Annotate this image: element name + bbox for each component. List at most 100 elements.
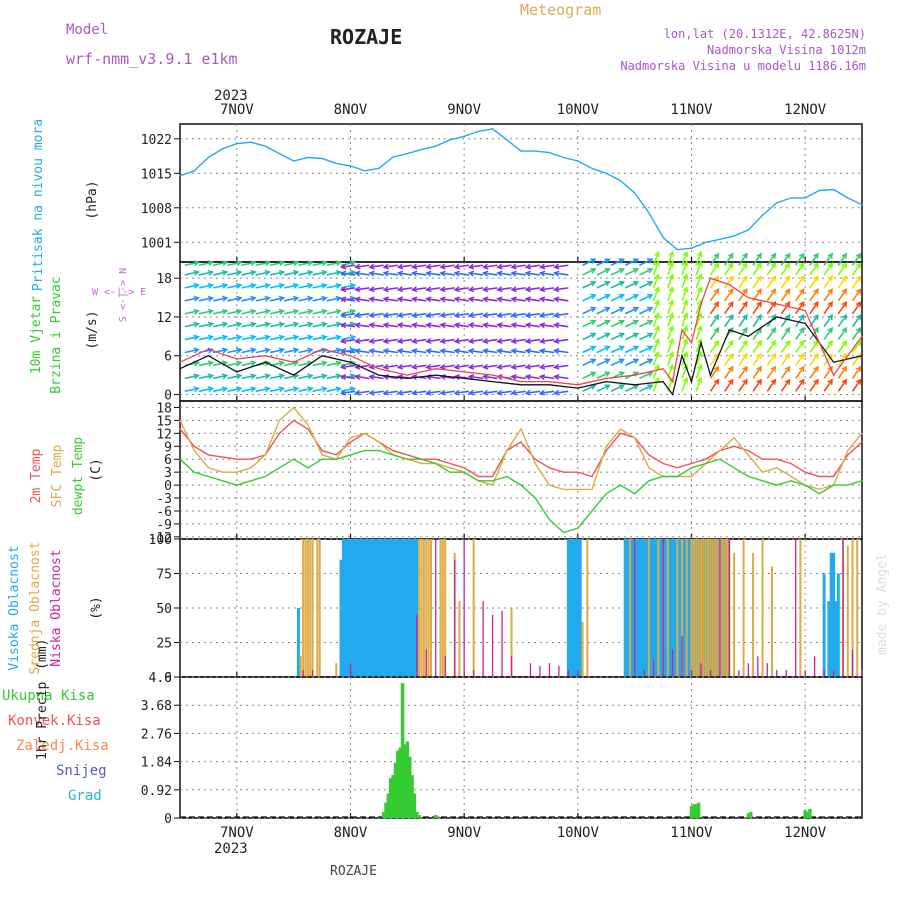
wind-arrowhead <box>368 263 375 270</box>
data-point <box>378 449 380 452</box>
wind-arrow <box>738 263 748 276</box>
wind-arrowhead <box>855 365 862 372</box>
data-point <box>690 381 693 383</box>
wind-arrowhead <box>742 339 748 347</box>
wind-arrow <box>184 297 199 302</box>
wind-arrowhead <box>236 386 243 393</box>
temp2m-title: 2m Temp <box>29 448 44 503</box>
wind-arrow <box>227 387 242 393</box>
wind-arrow <box>469 323 484 328</box>
wind-arrow <box>398 264 413 268</box>
data-point <box>832 374 835 376</box>
wind-arrow <box>184 348 199 354</box>
wind-arrow <box>738 340 748 353</box>
wind-arrowhead <box>713 252 720 259</box>
bar-srednja-oblacnost <box>799 539 802 677</box>
wind-arrowhead <box>410 337 418 344</box>
data-point <box>349 437 352 439</box>
bar-niska-oblacnost <box>472 670 475 677</box>
wind-arrowhead <box>496 322 503 329</box>
wind-arrow <box>355 312 370 317</box>
wind-arrowhead <box>453 322 460 329</box>
wind-arrow <box>241 387 256 393</box>
bar-niska-oblacnost <box>482 601 484 677</box>
data-point <box>719 238 721 240</box>
bar-srednja-oblacnost <box>690 539 693 677</box>
bar-visoka-oblacnost <box>827 601 831 677</box>
bar-niska-oblacnost <box>529 663 532 677</box>
y-tick-label: 6 <box>164 350 172 365</box>
data-point <box>236 371 238 373</box>
data-point <box>548 381 551 383</box>
wind-arrow <box>212 310 228 315</box>
wind-arrow <box>355 264 370 268</box>
wind-arrow <box>596 384 610 393</box>
wind-arrowhead <box>855 378 862 385</box>
wind-arrowhead <box>425 263 432 270</box>
wind-arrow <box>823 253 833 266</box>
data-point <box>563 531 565 534</box>
wind-arrowhead <box>538 286 546 293</box>
wind-arrow <box>255 387 270 393</box>
wind-title-line1: 10m Vjetar <box>29 296 44 374</box>
data-point <box>307 156 309 159</box>
wind-arrowhead <box>396 296 404 303</box>
bar-ukupna-kisa <box>746 813 751 818</box>
wind-arrow <box>681 300 688 314</box>
wind-arrow <box>610 307 625 315</box>
footer-title: ROZAJE <box>330 864 377 879</box>
wind-arrow <box>198 310 213 315</box>
wind-arrowhead <box>207 334 215 341</box>
wind-arrowhead <box>396 363 404 370</box>
wind-arrowhead <box>496 337 503 344</box>
data-point <box>335 458 337 460</box>
wind-arrowhead <box>250 347 257 354</box>
wind-arrow <box>681 352 688 366</box>
wind-arrowhead <box>193 373 200 380</box>
wind-arrowhead <box>813 262 819 269</box>
wind-arrowhead <box>482 270 489 277</box>
model-name: wrf-nmm_v3.9.1 e1km <box>66 50 238 68</box>
data-point <box>728 329 730 331</box>
wind-arrow <box>780 353 791 366</box>
y-tick-label: 4.6 <box>149 671 172 686</box>
wind-arrow <box>241 310 256 315</box>
bar-srednja-oblacnost <box>721 539 724 677</box>
wind-arrow <box>652 313 660 327</box>
y-tick-label: 15 <box>156 414 172 429</box>
cloud-title: Visoka Oblacnost Srednja Oblacnost Niska… <box>7 541 64 674</box>
wind-arrowhead <box>604 293 611 300</box>
wind-arrow <box>639 332 653 341</box>
data-point <box>307 467 309 469</box>
wind-arrow <box>212 374 228 380</box>
data-point <box>747 454 749 456</box>
data-point <box>193 445 195 447</box>
bar-niska-oblacnost <box>577 670 579 677</box>
wind-arrowhead <box>510 322 517 329</box>
bar-srednja-oblacnost <box>851 539 854 677</box>
wind-arrow <box>752 366 762 379</box>
wind-arrow <box>639 345 653 354</box>
wind-arrow <box>398 349 413 354</box>
data-point <box>577 471 579 473</box>
wind-arrowhead <box>798 262 805 269</box>
wind-arrow <box>483 287 498 291</box>
wind-arrowhead <box>604 319 611 326</box>
wind-arrowhead <box>553 312 560 319</box>
wind-arrow <box>851 314 862 328</box>
wind-arrow <box>184 387 199 393</box>
wind-arrow <box>723 288 734 302</box>
day-label-bottom: 8NOV <box>334 825 368 841</box>
wind-arrowhead <box>682 299 689 306</box>
data-point <box>548 467 551 469</box>
wind-arrow <box>469 338 484 343</box>
wind-arrowhead <box>453 312 460 319</box>
wind-arrowhead <box>453 337 460 344</box>
bar-ukupna-kisa <box>386 793 391 818</box>
wind-arrowhead <box>321 308 328 315</box>
wind-arrowhead <box>292 269 300 276</box>
bar-niska-oblacnost <box>662 539 664 677</box>
bar-niska-oblacnost <box>311 670 314 677</box>
wind-arrowhead <box>604 371 611 377</box>
wind-arrowhead <box>382 312 389 319</box>
